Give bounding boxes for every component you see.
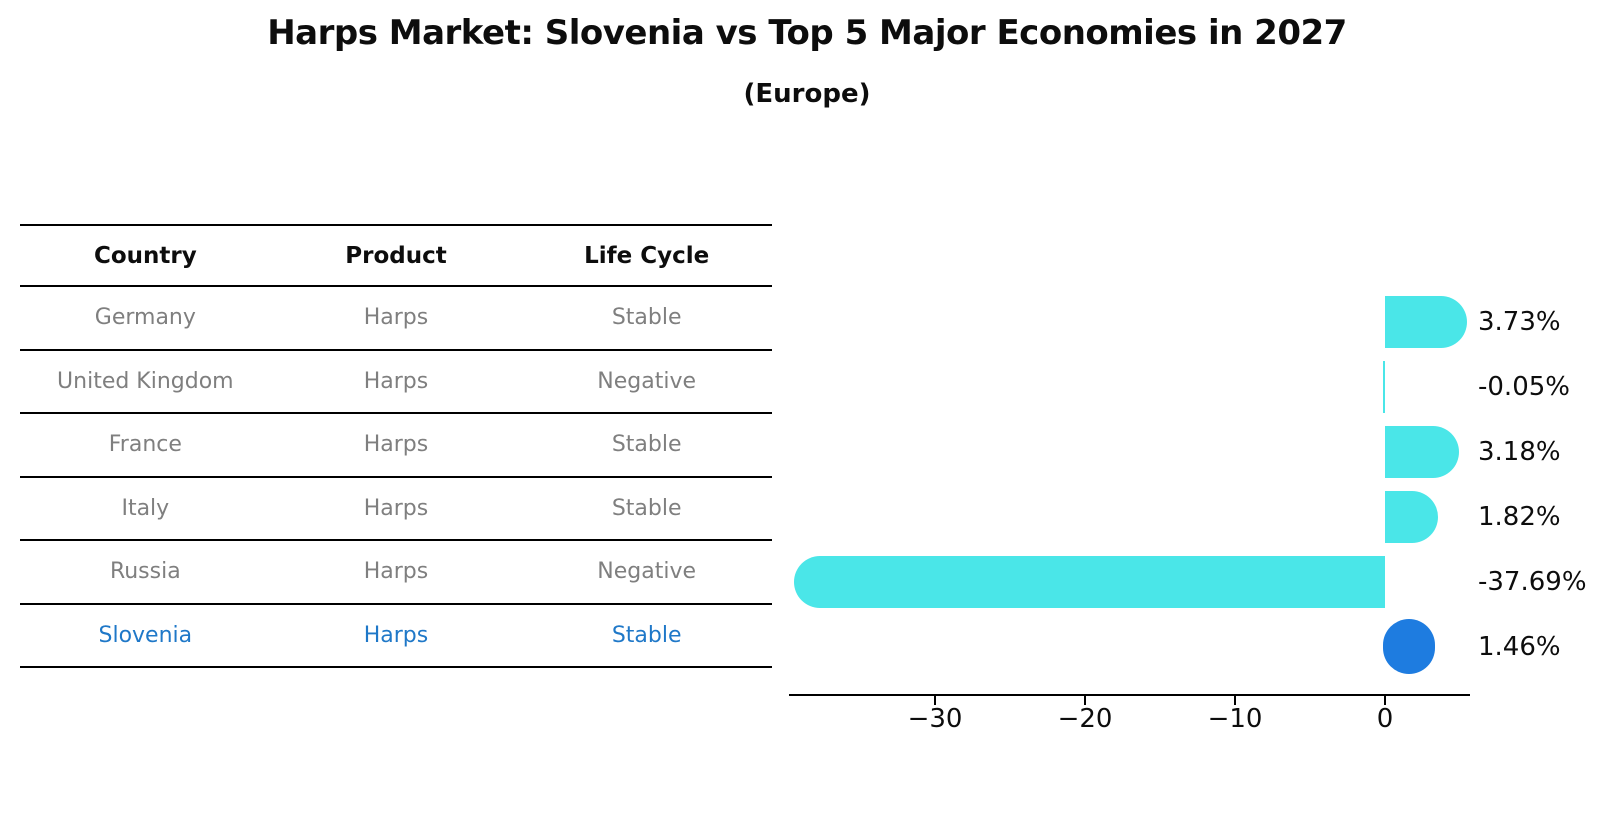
value-label-germany: 3.73% — [1478, 307, 1561, 337]
table-row-slovenia: Slovenia Harps Stable — [20, 605, 772, 668]
value-label-united-kingdom: -0.05% — [1478, 372, 1570, 402]
column-header-country: Country — [93, 242, 197, 269]
cell-product: Harps — [363, 495, 429, 521]
table-header-row: Country Product Life Cycle — [20, 224, 772, 287]
cell-life-cycle: Negative — [597, 559, 697, 585]
cell-life-cycle: Stable — [611, 622, 682, 648]
x-axis-tick-label-zero: 0 — [1376, 704, 1394, 734]
bar-united-kingdom — [1383, 361, 1385, 413]
cell-life-cycle: Stable — [611, 305, 682, 331]
chart-title: Harps Market: Slovenia vs Top 5 Major Ec… — [267, 13, 1347, 53]
x-axis-tick-minus30 — [934, 696, 936, 705]
cell-country: Slovenia — [98, 622, 193, 648]
cell-product: Harps — [363, 368, 429, 394]
bar-russia — [793, 556, 1385, 608]
cell-country: Russia — [109, 559, 181, 585]
x-axis-tick-minus20 — [1084, 696, 1086, 705]
table-row-united-kingdom: United Kingdom Harps Negative — [20, 351, 772, 414]
table-row-russia: Russia Harps Negative — [20, 541, 772, 605]
column-header-product: Product — [345, 242, 447, 269]
cell-country: United Kingdom — [57, 368, 234, 394]
cell-product: Harps — [363, 559, 429, 585]
x-axis-tick-zero — [1384, 696, 1386, 705]
country-table: Country Product Life Cycle Germany Harps… — [20, 224, 772, 668]
cell-life-cycle: Stable — [611, 495, 682, 521]
bar-germany — [1385, 296, 1467, 348]
cell-country: France — [108, 432, 182, 458]
bar-slovenia — [1383, 619, 1435, 674]
column-header-life-cycle: Life Cycle — [584, 242, 710, 269]
table-row-italy: Italy Harps Stable — [20, 478, 772, 541]
cell-product: Harps — [363, 432, 429, 458]
x-axis-line — [789, 694, 1470, 696]
cell-life-cycle: Negative — [597, 368, 697, 394]
table-row-france: France Harps Stable — [20, 414, 772, 478]
bar-france — [1385, 426, 1459, 478]
table-row-germany: Germany Harps Stable — [20, 287, 772, 351]
cell-product: Harps — [363, 305, 429, 331]
bar-italy — [1385, 491, 1439, 543]
x-axis-tick-label-minus10: −10 — [1207, 704, 1263, 734]
chart-subtitle: (Europe) — [743, 79, 871, 109]
value-label-slovenia: 1.46% — [1478, 632, 1561, 662]
cell-life-cycle: Stable — [611, 432, 682, 458]
x-axis-tick-label-minus20: −20 — [1057, 704, 1113, 734]
x-axis-tick-minus10 — [1234, 696, 1236, 705]
value-label-france: 3.18% — [1478, 437, 1561, 467]
cell-country: Italy — [121, 495, 170, 521]
value-label-russia: -37.69% — [1478, 567, 1587, 597]
value-label-italy: 1.82% — [1478, 502, 1561, 532]
cell-country: Germany — [94, 305, 196, 331]
cell-product: Harps — [363, 622, 429, 648]
x-axis-tick-label-minus30: −30 — [907, 704, 963, 734]
